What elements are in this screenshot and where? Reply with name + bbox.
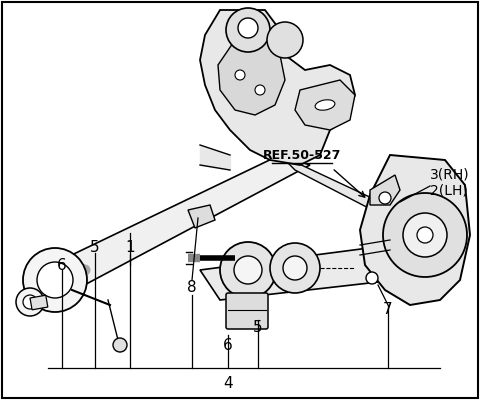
Polygon shape [30, 155, 310, 290]
Polygon shape [188, 205, 215, 228]
Ellipse shape [315, 100, 335, 110]
Circle shape [417, 227, 433, 243]
Text: 6: 6 [57, 258, 67, 272]
Circle shape [23, 295, 37, 309]
Text: 8: 8 [187, 280, 197, 294]
Circle shape [366, 272, 378, 284]
Text: 6: 6 [223, 338, 233, 352]
Circle shape [113, 338, 127, 352]
Polygon shape [370, 175, 400, 205]
Text: REF.50-527: REF.50-527 [263, 149, 341, 162]
Text: 4: 4 [223, 376, 233, 390]
Circle shape [235, 70, 245, 80]
Circle shape [23, 248, 87, 312]
Polygon shape [360, 155, 470, 305]
Circle shape [37, 262, 73, 298]
Bar [30, 295, 48, 310]
Text: 3(RH): 3(RH) [430, 168, 469, 182]
FancyBboxPatch shape [226, 293, 268, 329]
Circle shape [379, 192, 391, 204]
Text: 1: 1 [125, 240, 135, 256]
Text: 5: 5 [90, 240, 100, 256]
Circle shape [255, 85, 265, 95]
Circle shape [267, 22, 303, 58]
Circle shape [16, 288, 44, 316]
Circle shape [234, 256, 262, 284]
Circle shape [238, 18, 258, 38]
Circle shape [283, 256, 307, 280]
Text: 7: 7 [383, 302, 393, 318]
Circle shape [270, 243, 320, 293]
Text: 5: 5 [253, 320, 263, 336]
Circle shape [383, 193, 467, 277]
Polygon shape [200, 240, 440, 300]
Circle shape [403, 213, 447, 257]
Circle shape [226, 8, 270, 52]
Polygon shape [218, 35, 285, 115]
Polygon shape [200, 10, 355, 165]
Circle shape [220, 242, 276, 298]
Text: 2(LH): 2(LH) [430, 183, 468, 197]
Polygon shape [295, 80, 355, 130]
Polygon shape [280, 155, 440, 245]
